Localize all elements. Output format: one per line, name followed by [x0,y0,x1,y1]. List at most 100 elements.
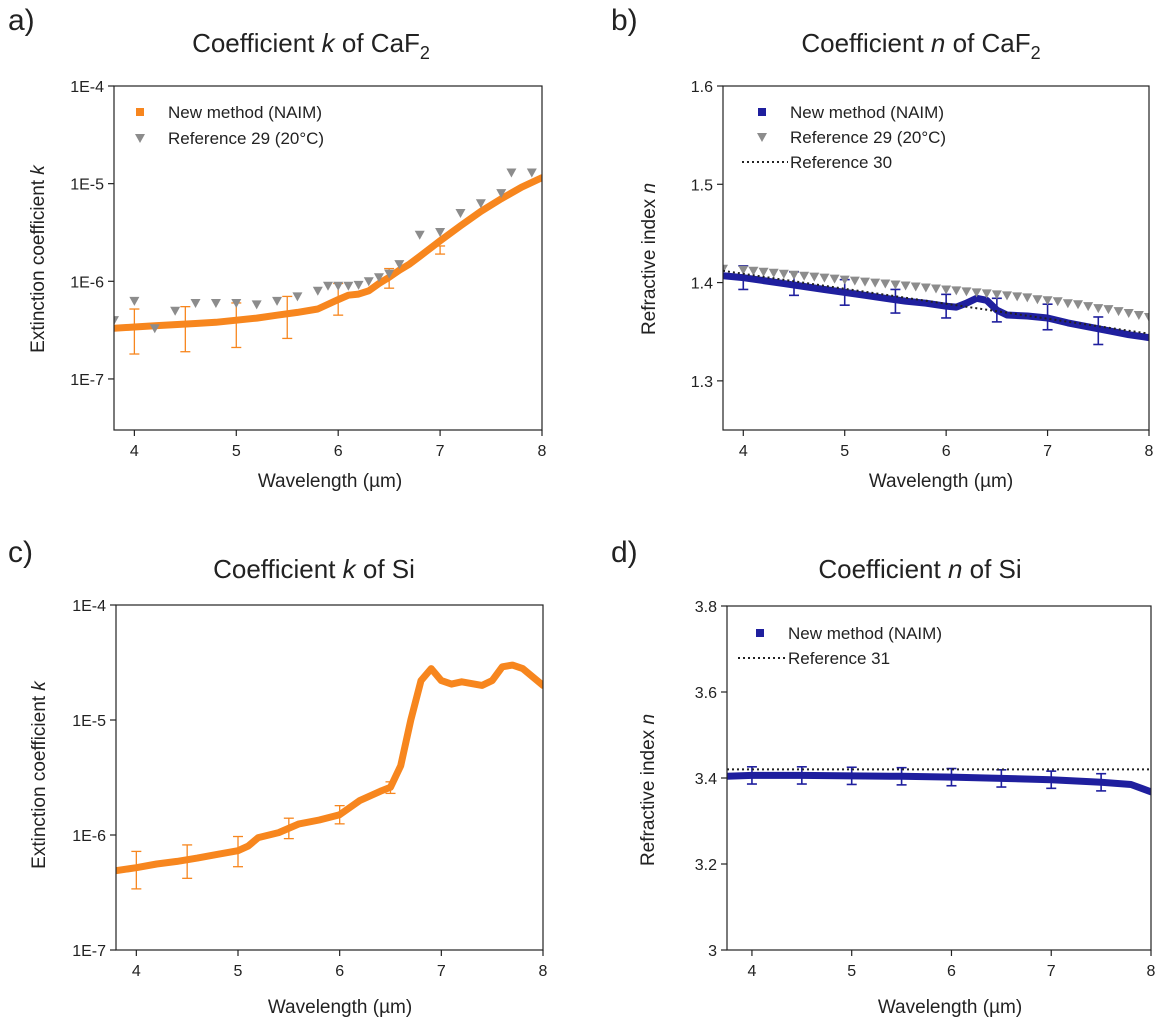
data-point-triangle [496,189,507,199]
y-axis-label: Extinction coefficient k [29,680,50,869]
y-tick-label: 1E-6 [70,274,104,291]
x-axis-label: Wavelength (µm) [258,471,402,492]
y-tick-label: 1E-7 [72,943,106,960]
x-axis-label: Wavelength (µm) [878,997,1022,1018]
error-bar [231,302,242,349]
data-point-triangle [1022,293,1033,303]
y-tick-label: 3.4 [695,771,717,788]
plot-frame [722,85,1150,431]
series-line [727,771,1151,796]
data-point-triangle [890,280,901,290]
data-point-triangle [1062,299,1073,309]
y-axis-label: Extinction coefficient k [28,164,49,353]
data-point-triangle [1083,302,1094,312]
data-point-triangle [435,227,446,237]
data-point-triangle [961,287,972,297]
data-point-triangle [920,283,931,293]
data-point-triangle [991,290,1002,300]
data-point-triangle [900,281,911,291]
data-point-triangle [789,270,799,280]
x-tick-label: 4 [739,443,748,460]
data-point-triangle [860,277,870,287]
data-point-triangle [1032,295,1043,305]
y-tick-label: 1E-5 [72,713,106,730]
data-point-triangle [870,278,881,288]
data-point-triangle [231,298,242,308]
x-tick-label: 4 [747,963,756,980]
legend-label: Reference 29 (20°C) [168,129,324,148]
legend-label: New method (NAIM) [168,103,322,122]
panel-a: a) Coefficient k of CaF2 Extinction coef… [8,4,547,492]
data-point-triangle [1042,296,1053,306]
data-point-triangle [363,277,374,287]
y-tick-label: 1.3 [691,374,713,391]
panel-title: Coefficient k of CaF2 [192,28,430,63]
x-axis-label: Wavelength (µm) [869,471,1013,492]
y-tick-label: 3.6 [695,685,717,702]
data-point-triangle [114,316,119,326]
data-point-triangle [323,281,333,291]
x-tick-label: 6 [334,443,343,460]
data-point-triangle [170,306,181,316]
plot-frame [113,85,543,431]
data-point-triangle [1012,292,1023,302]
data-point-triangle [210,298,221,308]
x-tick-label: 7 [1043,443,1052,460]
panel-letter: b) [611,4,638,37]
y-tick-label: 1.6 [691,79,713,96]
data-point-triangle [799,271,810,281]
data-point-triangle [819,273,830,283]
data-point-triangle [1103,305,1114,315]
series-line [723,272,1149,342]
y-tick-label: 3 [708,943,717,960]
x-tick-label: 8 [1147,963,1156,980]
legend-label: New method (NAIM) [788,624,942,643]
y-tick-label: 1E-4 [70,79,104,96]
data-point-triangle [455,209,466,219]
data-point-triangle [748,266,759,276]
data-point-triangle [506,168,517,178]
x-tick-label: 4 [130,443,139,460]
data-point-triangle [1002,291,1012,301]
y-tick-label: 1E-5 [70,177,104,194]
legend-label: Reference 31 [788,649,890,668]
data-point-triangle [941,285,952,295]
x-tick-label: 4 [132,963,141,980]
panel-title: Coefficient k of Si [213,554,415,584]
y-tick-label: 1E-4 [72,598,106,615]
plot-area [723,264,1149,346]
x-tick-label: 8 [1145,443,1154,460]
data-point-triangle [1123,309,1134,319]
x-tick-label: 7 [437,963,446,980]
x-tick-label: 5 [232,443,241,460]
data-point-triangle [414,230,425,240]
data-point-triangle [353,280,364,290]
series-line-dotted [723,269,1149,335]
data-point-triangle [475,199,486,209]
data-point-triangle [971,288,982,298]
data-point-triangle [333,281,344,291]
data-point-triangle [292,292,303,302]
data-point-triangle [251,300,262,310]
legend-marker-square [756,629,764,637]
y-tick-label: 1E-7 [70,372,104,389]
data-point-triangle [931,284,941,294]
error-bar [282,295,293,340]
data-point-triangle [312,286,323,296]
panel-c: c) Coefficient k of Si Extinction coeffi… [8,536,548,1018]
data-point-triangle [1093,304,1104,314]
legend-label: Reference 30 [790,153,892,172]
x-tick-label: 5 [847,963,856,980]
error-bar [129,308,140,355]
data-point-triangle [981,289,992,299]
x-tick-label: 7 [1047,963,1056,980]
error-bar [180,305,191,353]
series-line [116,661,543,875]
data-point-triangle [1113,307,1124,317]
legend: New method (NAIM) Reference 31 [738,624,942,668]
y-axis-label: Refractive index n [639,183,660,335]
data-point-triangle [778,269,789,279]
data-point-triangle [839,275,850,285]
x-tick-label: 5 [840,443,849,460]
